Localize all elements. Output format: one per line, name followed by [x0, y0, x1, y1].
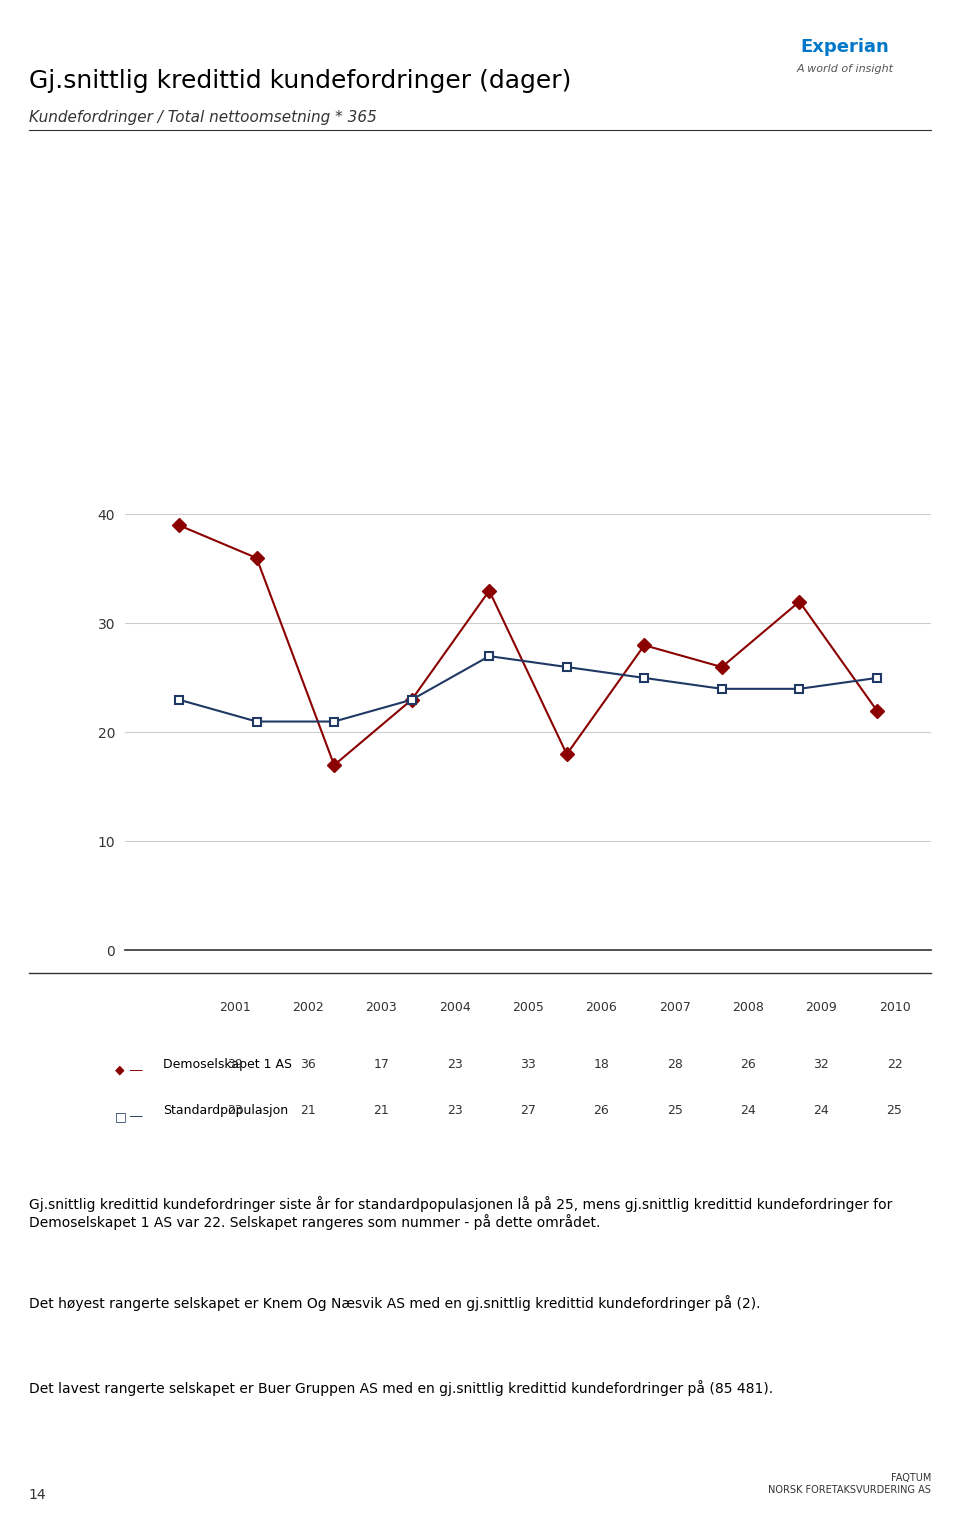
Text: 24: 24 — [813, 1104, 829, 1116]
Text: 21: 21 — [300, 1104, 316, 1116]
Text: 2008: 2008 — [732, 1001, 764, 1013]
Text: ◆: ◆ — [115, 1064, 125, 1076]
Text: 36: 36 — [300, 1058, 316, 1070]
Text: 23: 23 — [227, 1104, 243, 1116]
Text: Experian: Experian — [801, 38, 889, 57]
Text: 2001: 2001 — [219, 1001, 251, 1013]
Text: Det lavest rangerte selskapet er Buer Gruppen AS med en gj.snittlig kredittid ku: Det lavest rangerte selskapet er Buer Gr… — [29, 1380, 773, 1395]
Text: 2007: 2007 — [659, 1001, 690, 1013]
Text: 14: 14 — [29, 1489, 46, 1502]
Text: Gj.snittlig kredittid kundefordringer siste år for standardpopulasjonen lå på 25: Gj.snittlig kredittid kundefordringer si… — [29, 1196, 892, 1231]
Text: 2009: 2009 — [805, 1001, 837, 1013]
Text: Gj.snittlig kredittid kundefordringer (dager): Gj.snittlig kredittid kundefordringer (d… — [29, 69, 571, 94]
Text: Kundefordringer / Total nettoomsetning * 365: Kundefordringer / Total nettoomsetning *… — [29, 110, 376, 126]
Text: Demoselskapet 1 AS: Demoselskapet 1 AS — [163, 1058, 292, 1070]
Text: ―: ― — [130, 1064, 142, 1076]
Text: Standardpopulasjon: Standardpopulasjon — [163, 1104, 288, 1116]
Text: 27: 27 — [520, 1104, 536, 1116]
Text: 21: 21 — [373, 1104, 389, 1116]
Text: 26: 26 — [740, 1058, 756, 1070]
Text: 39: 39 — [227, 1058, 243, 1070]
Text: 26: 26 — [593, 1104, 610, 1116]
Text: 2006: 2006 — [586, 1001, 617, 1013]
Text: 24: 24 — [740, 1104, 756, 1116]
Text: 32: 32 — [813, 1058, 829, 1070]
Text: FAQTUM
NORSK FORETAKSVURDERING AS: FAQTUM NORSK FORETAKSVURDERING AS — [768, 1473, 931, 1495]
Text: □: □ — [115, 1110, 127, 1122]
Text: 23: 23 — [446, 1104, 463, 1116]
Text: Det høyest rangerte selskapet er Knem Og Næsvik AS med en gj.snittlig kredittid : Det høyest rangerte selskapet er Knem Og… — [29, 1295, 760, 1311]
Text: 33: 33 — [520, 1058, 536, 1070]
Text: 18: 18 — [593, 1058, 610, 1070]
Text: 17: 17 — [373, 1058, 390, 1070]
Text: 25: 25 — [666, 1104, 683, 1116]
Text: 23: 23 — [446, 1058, 463, 1070]
Text: 25: 25 — [887, 1104, 902, 1116]
Text: 28: 28 — [666, 1058, 683, 1070]
Text: 22: 22 — [887, 1058, 902, 1070]
Text: A world of insight: A world of insight — [796, 64, 894, 75]
Text: ―: ― — [130, 1110, 142, 1122]
Text: 2004: 2004 — [439, 1001, 470, 1013]
Text: 2005: 2005 — [512, 1001, 544, 1013]
Text: 2002: 2002 — [292, 1001, 324, 1013]
Text: 2003: 2003 — [366, 1001, 397, 1013]
Text: 2010: 2010 — [878, 1001, 910, 1013]
